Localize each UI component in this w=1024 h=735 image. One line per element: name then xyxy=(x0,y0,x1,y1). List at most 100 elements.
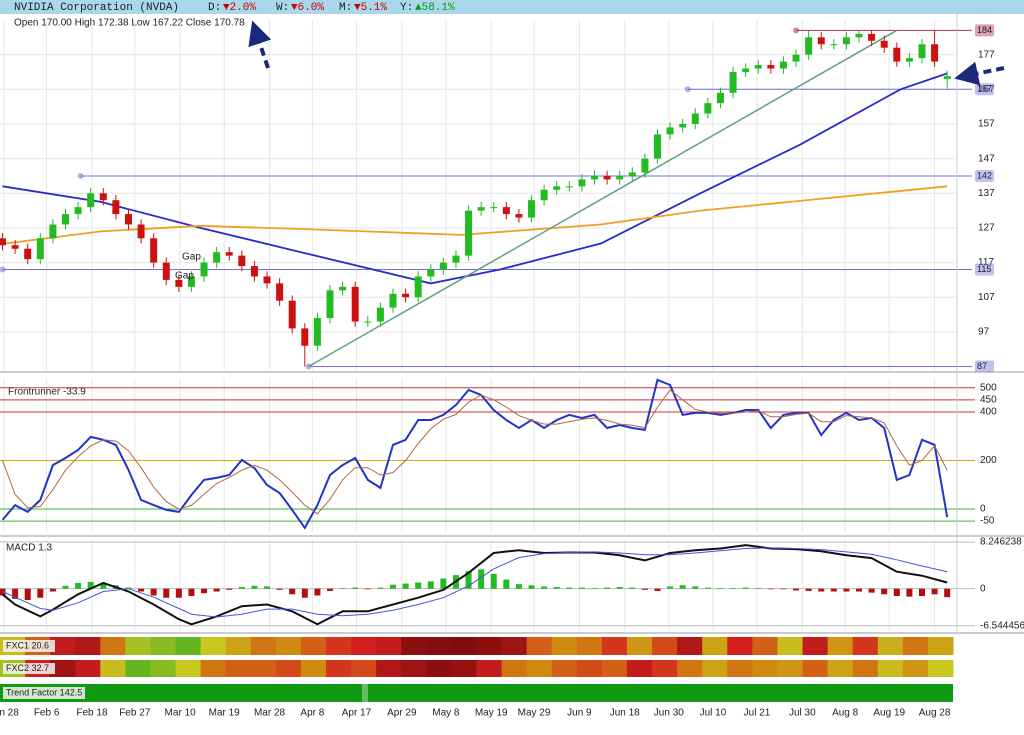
heat-cell xyxy=(351,660,377,677)
heat-cell xyxy=(677,637,703,655)
candle-body xyxy=(754,65,762,69)
level-tag xyxy=(975,169,994,182)
histogram-bar xyxy=(528,585,535,589)
candle-body xyxy=(250,266,258,277)
heat-cell xyxy=(727,660,753,677)
change-label: Y: xyxy=(400,2,413,14)
heat-cell xyxy=(476,637,503,655)
candle-body xyxy=(868,33,876,41)
candle-body xyxy=(238,255,246,267)
x-tick-label: Jul 10 xyxy=(700,708,727,719)
change-label: W: xyxy=(276,2,289,14)
histogram-bar xyxy=(830,588,837,592)
histogram-bar xyxy=(213,588,220,592)
heat-cell xyxy=(376,660,402,677)
histogram-bar xyxy=(843,588,850,592)
change-value: ▲58.1% xyxy=(415,2,455,14)
ohlc-readout: Open 170.00 High 172.38 Low 167.22 Close… xyxy=(14,18,245,29)
histogram-bar xyxy=(327,588,334,591)
histogram-bar xyxy=(478,569,485,589)
histogram-bar xyxy=(377,587,384,589)
heat-cell xyxy=(100,660,126,677)
x-tick-label: Jul 30 xyxy=(789,708,816,719)
histogram-bar xyxy=(641,588,648,590)
histogram-bar xyxy=(415,582,422,589)
trend-highlight xyxy=(362,684,368,702)
x-tick-label: Jan 28 xyxy=(0,708,19,719)
strip-label-box xyxy=(3,640,55,652)
level-tag xyxy=(975,83,994,96)
candle-body xyxy=(603,175,611,180)
y-tick-label: -50 xyxy=(980,516,995,527)
heat-cell xyxy=(376,637,402,655)
candle-body xyxy=(112,200,120,215)
candle-body xyxy=(36,238,44,260)
candle-body xyxy=(905,58,913,62)
panel-title: MACD 1.3 xyxy=(6,543,53,554)
heat-cell xyxy=(576,637,603,655)
x-tick-label: May 19 xyxy=(475,708,508,719)
heat-cell xyxy=(852,660,879,677)
candle-body xyxy=(439,262,447,270)
heat-cell xyxy=(576,660,603,677)
histogram-bar xyxy=(679,585,686,589)
strip-label-box xyxy=(3,663,55,674)
candle-body xyxy=(376,307,384,322)
heat-cell xyxy=(902,637,929,655)
x-tick-label: Jun 30 xyxy=(654,708,684,719)
y-tick-label: 8.246238 xyxy=(980,537,1022,548)
candle-body xyxy=(704,103,712,114)
heat-cell xyxy=(501,660,528,677)
candle-body xyxy=(830,44,838,46)
histogram-bar xyxy=(503,579,510,589)
candle-body xyxy=(0,238,7,246)
candle-body xyxy=(880,40,888,48)
candle-body xyxy=(313,318,321,346)
histogram-bar xyxy=(24,588,31,600)
histogram-bar xyxy=(75,583,82,589)
heat-cell xyxy=(551,637,578,655)
histogram-bar xyxy=(918,588,925,597)
candle-body xyxy=(427,269,435,277)
x-tick-label: May 8 xyxy=(432,708,460,719)
x-tick-label: May 29 xyxy=(518,708,551,719)
histogram-bar xyxy=(352,587,359,589)
x-tick-label: Feb 6 xyxy=(34,708,60,719)
level-label: 142 xyxy=(977,170,992,180)
candle-body xyxy=(24,248,32,260)
heat-cell xyxy=(852,637,879,655)
heat-cell xyxy=(100,637,126,655)
histogram-bar xyxy=(881,588,888,595)
heat-cell xyxy=(275,660,302,677)
heat-cell xyxy=(326,660,352,677)
histogram-bar xyxy=(49,588,56,592)
heat-cell xyxy=(802,637,829,655)
candle-body xyxy=(729,71,737,93)
candle-body xyxy=(175,279,183,287)
x-tick-label: Aug 8 xyxy=(832,708,859,719)
heat-cell xyxy=(652,660,678,677)
histogram-bar xyxy=(364,588,371,590)
candle-body xyxy=(540,189,548,201)
histogram-bar xyxy=(138,588,145,592)
candle-body xyxy=(817,37,825,45)
heat-cell xyxy=(326,637,352,655)
candle-body xyxy=(162,262,170,280)
candle-body xyxy=(742,68,750,72)
strip-label: Trend Factor 142.5 xyxy=(6,687,82,697)
candle-body xyxy=(792,54,800,62)
y-tick-label: 200 xyxy=(980,455,997,466)
histogram-bar xyxy=(490,573,497,589)
histogram-bar xyxy=(742,587,749,589)
histogram-bar xyxy=(591,588,598,589)
heat-cell xyxy=(225,637,252,655)
y-tick-label: 167 xyxy=(978,84,995,95)
histogram-bar xyxy=(629,587,636,589)
heat-cell xyxy=(275,637,302,655)
x-tick-label: Mar 28 xyxy=(254,708,286,719)
trend-band xyxy=(0,684,953,702)
annotation: Gap xyxy=(175,271,194,282)
histogram-bar xyxy=(339,588,346,589)
y-tick-label: 147 xyxy=(978,153,995,164)
candle-body xyxy=(931,44,939,62)
